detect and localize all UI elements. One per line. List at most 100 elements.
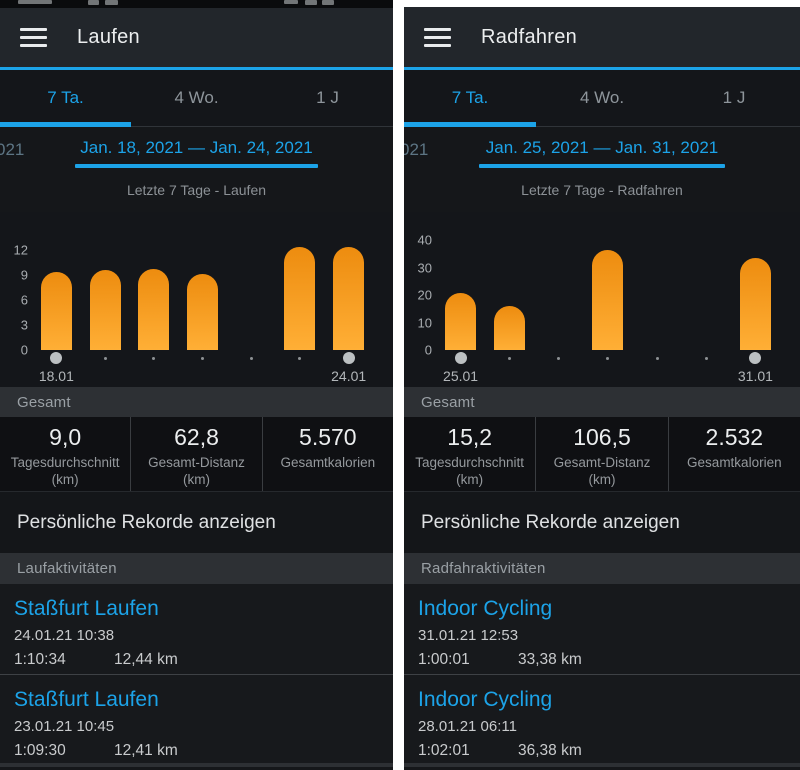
chart-day-slot[interactable] [485, 212, 534, 350]
activity-row[interactable]: Indoor Cycling 31.01.21 12:53 1:00:01 33,38… [404, 584, 800, 675]
y-axis-tick: 9 [20, 267, 28, 283]
stat-unit: (km) [456, 472, 484, 487]
stat-value: 2.532 [705, 424, 764, 450]
day-marker-dot-large [50, 352, 63, 364]
prev-period-partial[interactable]: 021 [404, 140, 429, 159]
axis-dot-slot [276, 356, 325, 360]
x-axis-label-slot [534, 366, 583, 387]
statusbar-status-icons-remnant [284, 0, 298, 4]
distance-bar[interactable] [445, 293, 477, 350]
date-navigation: 021 Jan. 25, 2021 — Jan. 31, 2021 Letzte… [404, 127, 800, 212]
chart-day-slot[interactable] [32, 212, 81, 350]
chart-day-slot[interactable] [436, 212, 485, 350]
app-header: Laufen [0, 8, 393, 70]
date-range[interactable]: Jan. 18, 2021 — Jan. 24, 2021 [80, 138, 313, 157]
tab-7-ta-[interactable]: 7 Ta. [0, 70, 131, 127]
activity-row[interactable]: Staßfurt Laufen 23.01.21 10:45 1:09:30 12,4… [0, 675, 393, 763]
activities-list: Indoor Cycling 31.01.21 12:53 1:00:01 33,38… [404, 584, 800, 763]
radfahren-panel: Radfahren 7 Ta. 4 Wo. 1 J 021 Jan. 25, 202… [404, 0, 800, 770]
distance-bar[interactable] [138, 268, 170, 350]
day-marker-dot-large [749, 352, 762, 364]
activity-distance: 12,41 km [114, 742, 178, 759]
stat-value: 62,8 [174, 424, 219, 450]
day-marker-dot-small [557, 356, 561, 360]
x-axis-tick-label: 18.01 [38, 368, 74, 384]
axis-dot-slot [178, 356, 227, 360]
day-marker-dot-small [152, 356, 156, 360]
distance-bar[interactable] [333, 246, 365, 350]
activity-name[interactable]: Indoor Cycling [418, 597, 553, 620]
distance-bar[interactable] [187, 273, 219, 350]
chart-day-slot[interactable] [633, 212, 682, 350]
activity-stats: 1:09:30 12,41 km [14, 742, 379, 760]
chart-day-slot[interactable] [81, 212, 130, 350]
stat-label: Gesamtkalorien [280, 455, 376, 470]
y-axis-tick: 12 [13, 242, 28, 258]
distance-bar[interactable] [89, 269, 121, 350]
activity-duration: 1:10:34 [14, 651, 66, 668]
axis-dot-slot [534, 356, 583, 360]
activity-name[interactable]: Staßfurt Laufen [14, 688, 159, 711]
stat-value: 5.570 [299, 424, 357, 450]
distance-bar[interactable] [40, 272, 72, 350]
chart-day-slot[interactable] [682, 212, 731, 350]
chart-day-slot[interactable] [129, 212, 178, 350]
laufen-panel: Laufen 7 Ta. 4 Wo. 1 J 021 Jan. 18, 2021 —… [0, 0, 393, 770]
axis-dot-slot [633, 356, 682, 360]
tab-4-wo-[interactable]: 4 Wo. [579, 88, 625, 107]
chart-day-slot[interactable] [324, 212, 373, 350]
chart-day-slot[interactable] [583, 212, 632, 350]
stat-value: 9,0 [49, 424, 82, 450]
activity-row[interactable]: Staßfurt Laufen 24.01.21 10:38 1:10:34 12,4… [0, 584, 393, 675]
distance-bar-chart[interactable]: 0 10 20 30 40 25.01 31.01 [404, 212, 800, 387]
tab-4-wo-[interactable]: 4 Wo. [174, 88, 219, 107]
chart-day-slot[interactable] [534, 212, 583, 350]
summary-section-header: Gesamt [0, 387, 393, 417]
stat-column: 106,5 Gesamt-Distanz (km) [535, 417, 667, 491]
x-axis-label-slot: 25.01 [436, 366, 485, 387]
personal-records-link[interactable]: Persönliche Rekorde anzeigen [404, 491, 800, 553]
distance-bar[interactable] [592, 250, 624, 350]
day-marker-dot-small [606, 356, 610, 360]
chart-day-slot[interactable] [178, 212, 227, 350]
activity-datetime: 23.01.21 10:45 [14, 718, 115, 735]
statusbar-remnant [0, 0, 393, 8]
x-axis-label-slot: 18.01 [32, 366, 81, 387]
activity-name[interactable]: Indoor Cycling [418, 688, 553, 711]
prev-period-partial[interactable]: 021 [0, 140, 25, 159]
distance-bar[interactable] [739, 258, 771, 350]
stat-column: 2.532 Gesamtkalorien [667, 417, 800, 491]
distance-bar[interactable] [494, 306, 526, 350]
tab-1-j[interactable]: 1 J [722, 88, 746, 107]
x-axis-label-slot [682, 366, 731, 387]
menu-icon[interactable] [424, 27, 451, 47]
axis-dot-slot [583, 356, 632, 360]
tab-7-ta-[interactable]: 7 Ta. [404, 70, 536, 127]
menu-icon[interactable] [20, 28, 47, 47]
statusbar-notification-icons-remnant [88, 0, 99, 5]
chart-day-slot[interactable] [227, 212, 276, 350]
distance-bar-chart[interactable]: 0 3 6 9 12 18.01 24.01 [0, 212, 393, 387]
activity-name[interactable]: Staßfurt Laufen [14, 597, 159, 620]
date-range-underline [479, 164, 725, 168]
axis-dot-slot [682, 356, 731, 360]
y-axis-tick: 30 [417, 260, 432, 275]
distance-bar[interactable] [284, 247, 316, 350]
activity-row[interactable]: Indoor Cycling 28.01.21 06:11 1:02:01 36,38… [404, 675, 800, 763]
summary-stats: 9,0 Tagesdurchschnitt (km) 62,8 Gesamt-Dista… [0, 417, 393, 491]
chart-day-slot[interactable] [276, 212, 325, 350]
activity-distance: 33,38 km [518, 651, 582, 668]
day-marker-dot-small [201, 356, 205, 360]
page-title: Laufen [77, 26, 140, 48]
date-range[interactable]: Jan. 25, 2021 — Jan. 31, 2021 [485, 138, 719, 157]
x-axis-label-slot [81, 366, 130, 387]
activity-stats: 1:10:34 12,44 km [14, 651, 379, 669]
tab-1-j[interactable]: 1 J [316, 88, 339, 107]
personal-records-link[interactable]: Persönliche Rekorde anzeigen [0, 491, 393, 553]
chart-day-slot[interactable] [731, 212, 780, 350]
period-tabs: 7 Ta. 4 Wo. 1 J [0, 70, 393, 127]
x-axis-tick-label: 31.01 [737, 368, 773, 384]
stat-column: 5.570 Gesamtkalorien [261, 417, 393, 491]
day-marker-dot-small [508, 356, 512, 360]
